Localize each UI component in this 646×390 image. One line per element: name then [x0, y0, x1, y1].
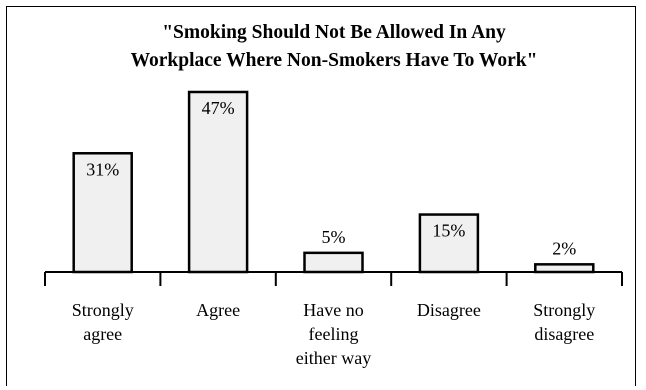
- category-label-line: feeling: [309, 324, 359, 344]
- value-labels: 31% 47% 5% 15% 2%: [86, 98, 576, 258]
- chart-title-line-1: "Smoking Should Not Be Allowed In Any: [162, 22, 506, 43]
- x-axis-ticks: [44, 272, 623, 286]
- bar: [534, 263, 595, 274]
- category-label: Have no feeling either way: [296, 300, 371, 368]
- category-label-line: Agree: [196, 300, 240, 320]
- value-label: 15%: [432, 221, 465, 241]
- category-label-line: either way: [296, 348, 371, 368]
- bars: [72, 90, 595, 274]
- value-label: 47%: [202, 98, 235, 118]
- bar: [72, 152, 133, 274]
- chart-title-line-2: Workplace Where Non-Smokers Have To Work…: [131, 50, 538, 71]
- chart-title: "Smoking Should Not Be Allowed In Any Wo…: [131, 22, 538, 71]
- category-labels: Strongly agree Agree Have no feeling either w…: [72, 300, 596, 368]
- value-label: 5%: [322, 227, 346, 247]
- value-label: 2%: [552, 238, 576, 258]
- category-label-line: Have no: [303, 300, 363, 320]
- bar: [418, 213, 480, 274]
- bar: [303, 251, 364, 274]
- category-label-line: disagree: [534, 324, 594, 344]
- bar: [187, 90, 249, 274]
- category-label-line: Strongly: [72, 300, 134, 320]
- category-label-line: agree: [83, 324, 122, 344]
- category-label-line: Disagree: [417, 300, 481, 320]
- value-label: 31%: [86, 159, 119, 179]
- category-label-line: Strongly: [533, 300, 595, 320]
- category-label: Strongly agree: [72, 300, 134, 344]
- category-label: Agree: [196, 300, 240, 320]
- category-label: Strongly disagree: [533, 300, 595, 344]
- category-label: Disagree: [417, 300, 481, 320]
